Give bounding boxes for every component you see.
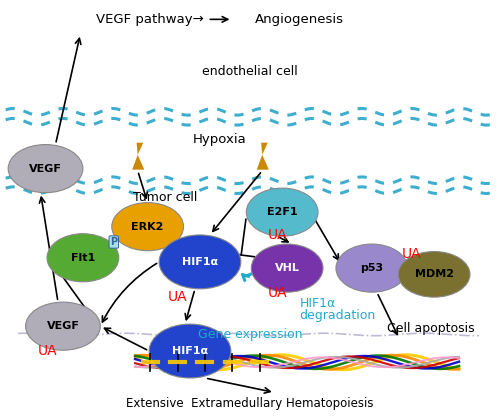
Text: VEGF: VEGF [46,321,80,331]
Ellipse shape [112,203,184,251]
Text: Gene expression: Gene expression [198,328,302,341]
Text: HIF1α: HIF1α [182,257,218,267]
Text: HIF1α: HIF1α [300,297,336,310]
Ellipse shape [246,188,318,236]
Ellipse shape [149,324,231,378]
Text: p53: p53 [360,263,384,273]
Ellipse shape [159,235,241,289]
Text: VEGF pathway→: VEGF pathway→ [96,13,204,26]
Polygon shape [132,143,144,170]
Ellipse shape [336,244,407,292]
Text: Hypoxia: Hypoxia [193,133,247,146]
Text: UA: UA [268,228,287,242]
Text: Extensive  Extramedullary Hematopoiesis: Extensive Extramedullary Hematopoiesis [126,397,374,410]
Text: Angiogenesis: Angiogenesis [255,13,344,26]
Text: Tumor cell: Tumor cell [132,191,197,204]
Text: Flt1: Flt1 [71,253,95,263]
Text: ERK2: ERK2 [132,222,164,232]
Text: UA: UA [168,290,188,304]
Ellipse shape [47,234,119,282]
Text: Cell apoptosis: Cell apoptosis [387,322,474,335]
Text: MDM2: MDM2 [414,269,454,279]
Text: UA: UA [402,247,421,260]
Ellipse shape [398,252,470,297]
Ellipse shape [26,302,101,350]
Text: VEGF: VEGF [29,163,62,173]
Polygon shape [257,143,269,170]
Text: P: P [110,237,118,247]
Text: UA: UA [268,286,287,300]
Text: E2F1: E2F1 [267,207,298,217]
Text: VHL: VHL [274,263,299,273]
Text: degradation: degradation [300,310,376,322]
Text: UA: UA [38,344,58,358]
Ellipse shape [252,244,323,292]
Text: endothelial cell: endothelial cell [202,64,298,78]
Text: HIF1α: HIF1α [172,346,208,356]
Ellipse shape [8,145,83,193]
